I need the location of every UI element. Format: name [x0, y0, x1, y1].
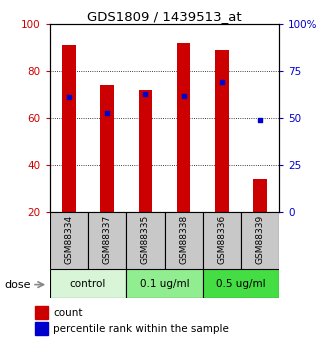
FancyBboxPatch shape [50, 269, 126, 298]
Text: control: control [70, 279, 106, 289]
FancyBboxPatch shape [203, 212, 241, 269]
Bar [62, 45, 75, 212]
Bar [35, 306, 48, 319]
Point [105, 110, 110, 115]
Bar [254, 179, 267, 212]
Text: GSM88339: GSM88339 [256, 215, 265, 264]
Bar [100, 85, 114, 212]
Text: percentile rank within the sample: percentile rank within the sample [53, 324, 229, 334]
Text: count: count [53, 308, 83, 317]
FancyBboxPatch shape [203, 269, 279, 298]
Point [143, 91, 148, 97]
FancyBboxPatch shape [88, 212, 126, 269]
FancyBboxPatch shape [126, 212, 164, 269]
FancyBboxPatch shape [164, 212, 203, 269]
Point [219, 80, 224, 85]
Text: GSM88338: GSM88338 [179, 215, 188, 264]
Bar [139, 90, 152, 212]
Point [257, 117, 263, 123]
Text: 0.5 ug/ml: 0.5 ug/ml [216, 279, 266, 289]
Bar [215, 50, 229, 212]
Text: dose: dose [5, 280, 31, 289]
Bar [177, 43, 190, 212]
Bar [35, 322, 48, 335]
Title: GDS1809 / 1439513_at: GDS1809 / 1439513_at [87, 10, 242, 23]
Text: GSM88335: GSM88335 [141, 215, 150, 264]
Text: 0.1 ug/ml: 0.1 ug/ml [140, 279, 189, 289]
Text: GSM88334: GSM88334 [65, 215, 74, 264]
FancyBboxPatch shape [126, 269, 203, 298]
FancyBboxPatch shape [241, 212, 279, 269]
Point [66, 95, 72, 100]
FancyBboxPatch shape [50, 212, 88, 269]
Text: GSM88336: GSM88336 [217, 215, 226, 264]
Text: GSM88337: GSM88337 [103, 215, 112, 264]
Point [181, 93, 186, 98]
